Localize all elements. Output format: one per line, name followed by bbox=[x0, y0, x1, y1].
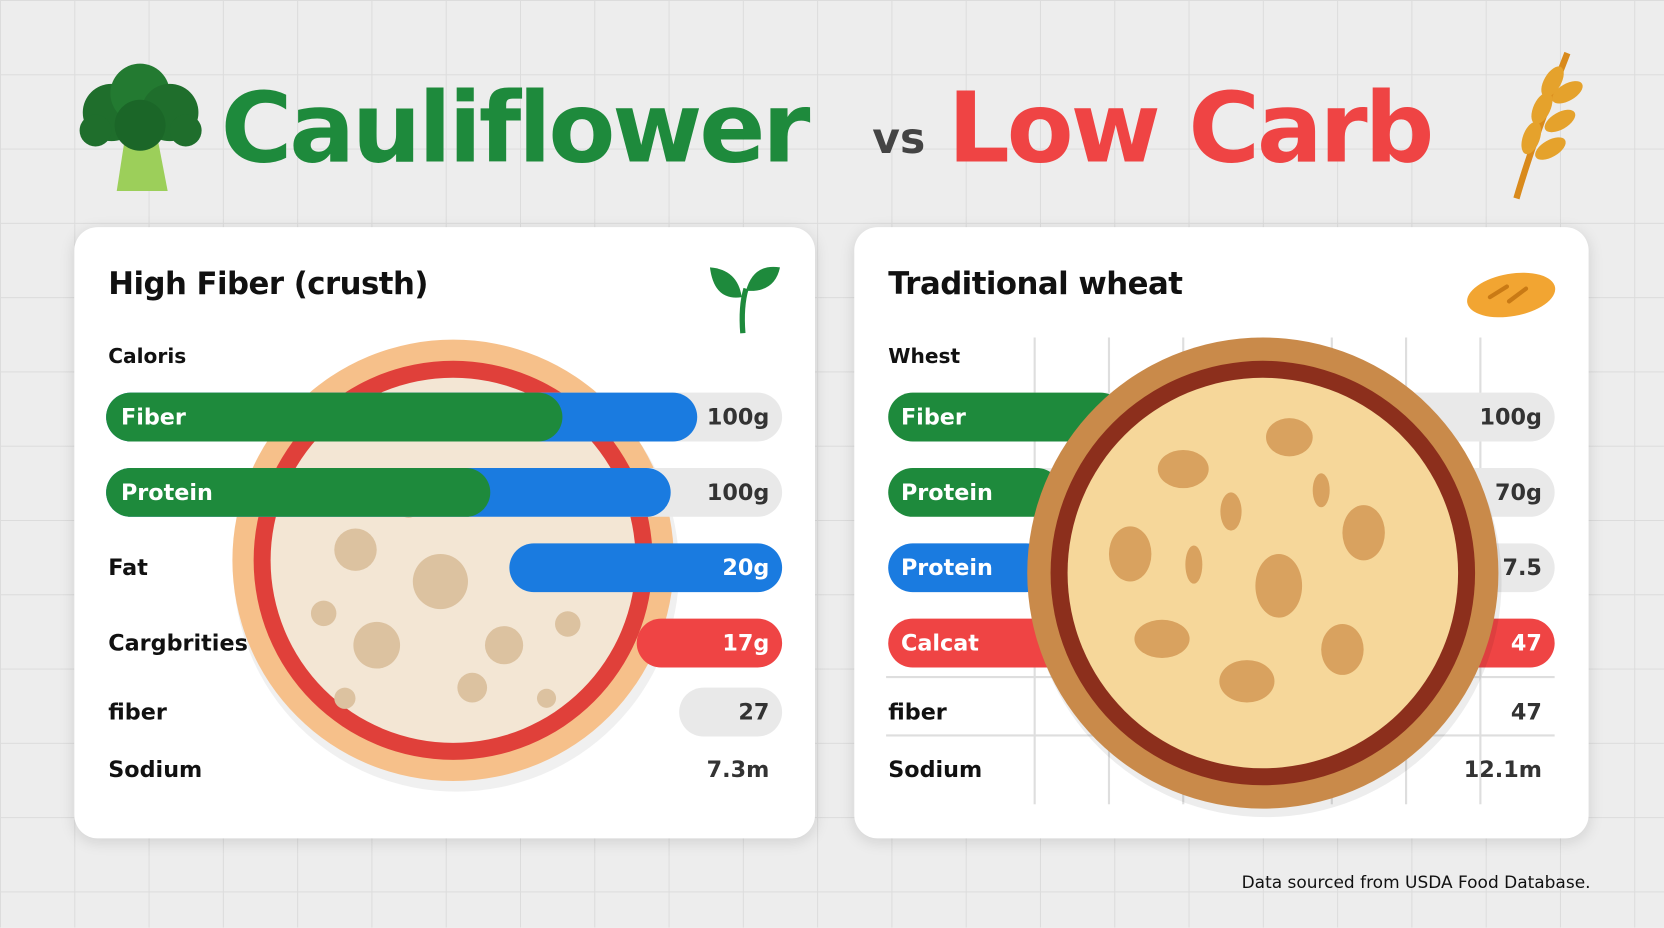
bar bbox=[106, 392, 563, 442]
row-value: 7.3m bbox=[706, 756, 770, 783]
bar bbox=[888, 467, 1062, 517]
bar bbox=[106, 467, 491, 517]
row-value: 17g bbox=[722, 630, 770, 656]
row-label: Calcat bbox=[900, 630, 979, 656]
row-value: 12.1m bbox=[1463, 756, 1542, 783]
title-right: Low Carb bbox=[947, 71, 1435, 185]
bar bbox=[888, 543, 1051, 593]
row-value: 7.5 bbox=[1502, 555, 1542, 581]
row-value: 47 bbox=[1510, 699, 1542, 725]
row-label: Cargbrities bbox=[108, 630, 248, 656]
panel-subtitle: Whest bbox=[888, 344, 961, 369]
title-left: Cauliflower bbox=[220, 71, 811, 185]
row-label: Fat bbox=[108, 555, 148, 581]
row-label: fiber bbox=[888, 699, 947, 725]
row-label: Fiber bbox=[900, 404, 966, 430]
row-value: 70g bbox=[1494, 479, 1542, 506]
row-label: Sodium bbox=[888, 756, 983, 783]
bread-icon bbox=[1467, 272, 1556, 318]
panel-title: High Fiber (crusth) bbox=[108, 265, 428, 302]
row-label: Fiber bbox=[120, 404, 186, 430]
sprout-icon bbox=[709, 266, 780, 334]
row-label: fiber bbox=[108, 699, 167, 725]
bar bbox=[636, 618, 783, 668]
footer-note: Data sourced from USDA Food Database. bbox=[1241, 872, 1591, 893]
broccoli-icon bbox=[79, 63, 202, 192]
row-value: 20g bbox=[722, 555, 770, 581]
cauliflower-pizza bbox=[232, 339, 680, 792]
row-value: 27 bbox=[738, 699, 770, 725]
panel-title: Traditional wheat bbox=[888, 265, 1183, 302]
title-vs: vs bbox=[872, 114, 926, 164]
panel-subtitle: Caloris bbox=[108, 344, 187, 369]
row-label: Protein bbox=[120, 479, 213, 506]
bar bbox=[509, 543, 783, 593]
row-value: 100g bbox=[706, 479, 770, 506]
row-label: Protein bbox=[900, 479, 993, 506]
row-value: 100g bbox=[706, 404, 770, 430]
row-label: Protein bbox=[900, 555, 993, 581]
wheat-icon bbox=[1513, 51, 1583, 200]
bar-track bbox=[679, 687, 783, 737]
row-label: Sodium bbox=[108, 756, 203, 783]
row-value: 47 bbox=[1510, 630, 1542, 656]
wheat-pizza bbox=[1027, 337, 1502, 818]
row-value: 100g bbox=[1479, 404, 1542, 430]
